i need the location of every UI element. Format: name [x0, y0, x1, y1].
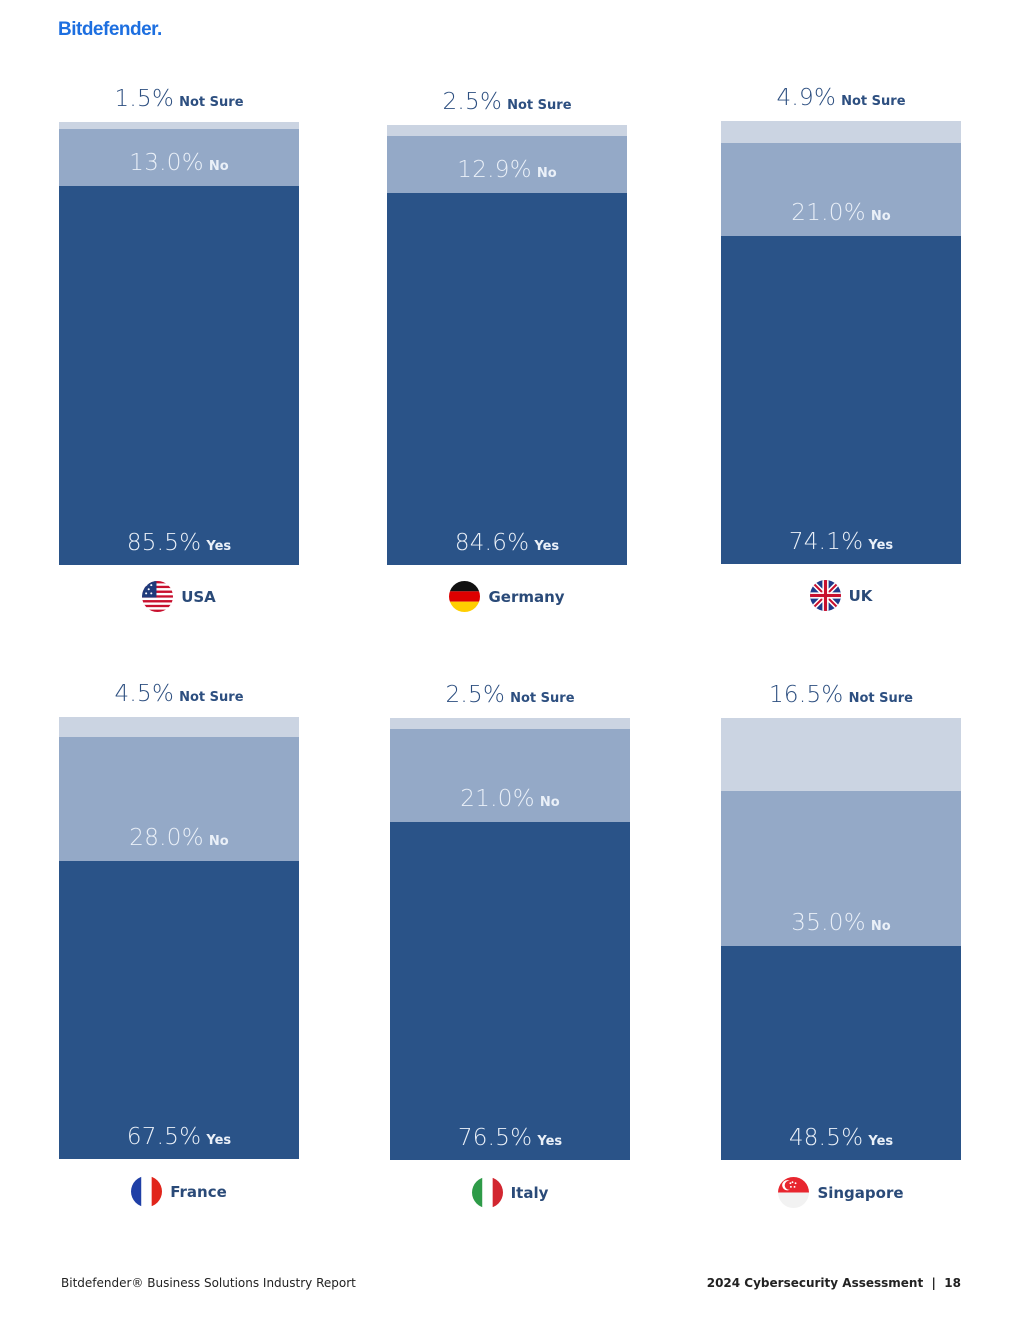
label-not-sure: 1.5% Not Sure [59, 86, 299, 112]
segment-yes [59, 860, 299, 1159]
segment-not-sure [390, 718, 630, 730]
country-label-usa: USA [142, 581, 216, 612]
italy-flag-icon [471, 1177, 503, 1208]
country-name: France [170, 1182, 227, 1201]
label-not-sure: 4.9% Not Sure [721, 85, 961, 111]
country-name: Germany [488, 587, 565, 606]
segment-not-sure [59, 122, 299, 129]
label-yes: 85.5% Yes [59, 530, 299, 556]
data-label-category: Yes [868, 1134, 894, 1149]
country-name: USA [181, 587, 216, 606]
footer-report-title: Bitdefender® Business Solutions Industry… [61, 1276, 356, 1290]
data-label-value: 85.5% [126, 530, 202, 556]
segment-yes [390, 821, 630, 1160]
label-yes: 84.6% Yes [387, 530, 627, 556]
data-label-category: Yes [206, 539, 232, 554]
data-label-value: 1.5% [114, 86, 175, 112]
data-label-category: Not Sure [841, 94, 906, 109]
label-no: 13.0% No [59, 150, 299, 176]
label-no: 28.0% No [59, 825, 299, 851]
data-label-value: 4.9% [776, 85, 837, 111]
data-label-category: No [870, 918, 891, 934]
data-label-category: Yes [206, 1133, 232, 1148]
data-label-category: Not Sure [510, 691, 575, 706]
segment-yes [387, 192, 627, 565]
data-label-value: 21.0% [460, 785, 535, 812]
data-label-value: 13.0% [129, 150, 204, 177]
country-label-italy: Italy [471, 1177, 549, 1208]
data-label-category: No [539, 794, 560, 810]
data-label-category: No [208, 833, 229, 849]
segment-not-sure [59, 717, 299, 737]
data-label-category: Yes [534, 539, 560, 554]
segment-not-sure [721, 121, 961, 143]
data-label-value: 2.5% [442, 89, 503, 115]
bar-france: 67.5% Yes 28.0% No 4.5% Not Sure [59, 681, 299, 1159]
segment-yes [721, 235, 961, 564]
label-no: 21.0% No [390, 786, 630, 812]
label-yes: 74.1% Yes [721, 529, 961, 555]
data-label-value: 48.5% [788, 1125, 864, 1151]
segment-no [721, 142, 961, 236]
segment-no [390, 729, 630, 822]
label-not-sure: 16.5% Not Sure [721, 682, 961, 708]
label-yes: 67.5% Yes [59, 1124, 299, 1150]
label-yes: 76.5% Yes [390, 1125, 630, 1151]
segment-not-sure [721, 718, 961, 791]
segment-yes [59, 186, 299, 565]
data-label-category: Not Sure [507, 98, 572, 113]
data-label-value: 4.5% [114, 681, 175, 707]
singapore-flag-icon [778, 1177, 810, 1208]
label-no: 21.0% No [721, 200, 961, 226]
data-label-category: No [536, 165, 557, 181]
data-label-category: No [870, 208, 891, 224]
data-label-value: 74.1% [788, 529, 864, 555]
segment-no [59, 736, 299, 861]
country-label-uk: UK [809, 580, 873, 611]
data-label-value: 35.0% [791, 909, 866, 936]
data-label-value: 12.9% [457, 156, 532, 183]
label-not-sure: 2.5% Not Sure [390, 682, 630, 708]
country-name: Singapore [817, 1183, 904, 1202]
data-label-value: 67.5% [126, 1124, 202, 1150]
data-label-category: Not Sure [848, 691, 913, 706]
france-flag-icon [131, 1176, 163, 1207]
segment-no [721, 790, 961, 946]
label-no: 12.9% No [387, 157, 627, 183]
data-label-value: 84.6% [454, 530, 530, 556]
data-label-value: 21.0% [791, 199, 866, 226]
country-name: Italy [510, 1183, 549, 1202]
data-label-value: 76.5% [457, 1125, 533, 1151]
bar-usa: 85.5% Yes 13.0% No 1.5% Not Sure [59, 86, 299, 565]
segment-not-sure [387, 125, 627, 136]
bar-italy: 76.5% Yes 21.0% No 2.5% Not Sure [390, 682, 630, 1160]
data-label-category: Yes [537, 1134, 563, 1149]
bar-uk: 74.1% Yes 21.0% No 4.9% Not Sure [721, 85, 961, 564]
data-label-value: 28.0% [129, 824, 204, 851]
segment-yes [721, 945, 961, 1160]
segment-no [59, 128, 299, 187]
data-label-value: 16.5% [769, 682, 844, 708]
label-not-sure: 2.5% Not Sure [387, 89, 627, 115]
data-label-category: Yes [868, 538, 894, 553]
country-name: UK [848, 586, 873, 605]
germany-flag-icon [449, 581, 481, 612]
data-label-category: Not Sure [179, 690, 244, 705]
footer-page-info: 2024 Cybersecurity Assessment | 18 [706, 1276, 961, 1290]
label-no: 35.0% No [721, 910, 961, 936]
data-label-value: 2.5% [445, 682, 506, 708]
data-label-category: Not Sure [179, 95, 244, 110]
uk-flag-icon [809, 580, 841, 611]
label-not-sure: 4.5% Not Sure [59, 681, 299, 707]
country-label-france: France [131, 1176, 227, 1207]
country-label-germany: Germany [449, 581, 565, 612]
usa-flag-icon [142, 581, 174, 612]
segment-no [387, 136, 627, 193]
country-label-singapore: Singapore [778, 1177, 904, 1208]
bar-germany: 84.6% Yes 12.9% No 2.5% Not Sure [387, 89, 627, 565]
data-label-category: No [208, 159, 229, 175]
bar-singapore: 48.5% Yes 35.0% No 16.5% Not Sure [721, 682, 961, 1160]
label-yes: 48.5% Yes [721, 1125, 961, 1151]
bitdefender-logo: Bitdefender. [58, 19, 162, 40]
